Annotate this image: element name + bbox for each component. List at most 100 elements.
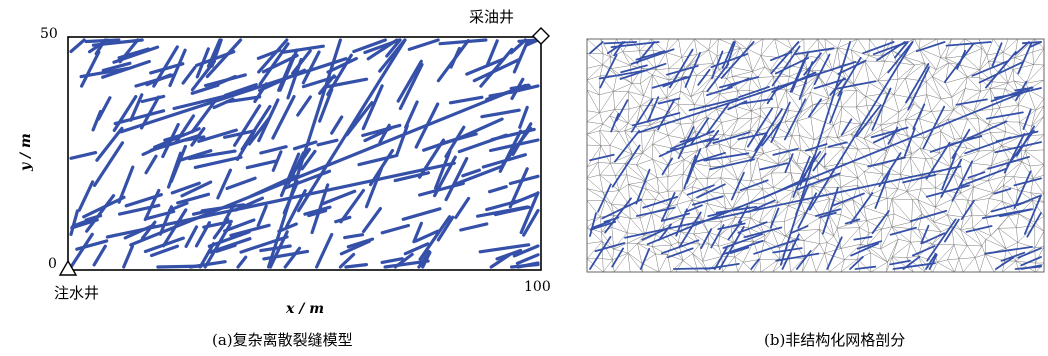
- mesh-edge: [689, 54, 698, 66]
- mesh-edge: [609, 109, 615, 117]
- fracture-segment: [624, 165, 962, 239]
- mesh-edge: [1021, 161, 1034, 179]
- fracture-segment: [150, 244, 179, 258]
- fracture-segment: [1013, 177, 1042, 187]
- mesh-edge: [954, 137, 962, 140]
- mesh-edge: [746, 189, 750, 204]
- mesh-edge: [757, 158, 779, 165]
- mesh-edge: [857, 148, 873, 167]
- mesh-edge: [840, 202, 844, 215]
- mesh-edge: [730, 156, 751, 163]
- mesh-edge: [677, 241, 684, 261]
- mesh-edge: [803, 229, 820, 241]
- fracture-segment: [743, 226, 783, 239]
- mesh-edge: [622, 51, 643, 69]
- fracture-segment: [92, 141, 125, 187]
- fracture-segment: [951, 160, 974, 202]
- fracture-segment: [993, 187, 1012, 195]
- mesh-edge: [825, 102, 843, 108]
- mesh-edge: [840, 259, 845, 273]
- mesh-edge: [940, 57, 946, 59]
- mesh-edge: [655, 253, 660, 273]
- mesh-edge: [613, 242, 628, 250]
- mesh-edge: [904, 56, 925, 64]
- fracture-segment: [925, 184, 970, 198]
- mesh-edge: [967, 69, 980, 78]
- mesh-edge: [668, 57, 682, 69]
- mesh-edge: [901, 153, 912, 158]
- mesh-edge: [627, 91, 641, 107]
- mesh-edge: [887, 256, 893, 263]
- fracture-segment: [738, 86, 770, 99]
- mesh-edge: [702, 220, 709, 233]
- mesh-edge: [616, 75, 633, 84]
- mesh-edge: [665, 52, 682, 58]
- fracture-segment: [326, 56, 358, 74]
- mesh-edge: [940, 131, 950, 146]
- fracture-segment: [301, 50, 321, 85]
- mesh-edge: [980, 88, 991, 92]
- mesh-edge: [759, 107, 761, 117]
- mesh-edge: [757, 153, 765, 159]
- mesh-edge: [924, 131, 941, 139]
- mesh-edge: [788, 135, 793, 152]
- mesh-edge: [655, 234, 672, 246]
- mesh-edge: [880, 228, 883, 250]
- mesh-edge: [694, 130, 699, 151]
- mesh-edge: [824, 38, 838, 49]
- fracture-segment: [619, 62, 667, 80]
- mesh-edge: [764, 240, 780, 260]
- mesh-edge: [998, 215, 1009, 229]
- mesh-edge: [881, 38, 887, 57]
- fracture-segment: [383, 259, 430, 269]
- mesh-edge: [979, 135, 995, 151]
- mesh-edge: [721, 216, 736, 223]
- mesh-edge: [863, 165, 873, 172]
- fracture-segment: [417, 249, 431, 269]
- mesh-edge: [599, 174, 616, 176]
- mesh-edge: [979, 48, 983, 71]
- fracture-segment: [258, 42, 290, 86]
- fracture-segment: [343, 233, 365, 240]
- mesh-edge: [891, 213, 895, 228]
- mesh-edge: [610, 38, 617, 57]
- fracture-segment: [511, 122, 533, 156]
- mesh-edge: [771, 137, 789, 152]
- mesh-edge: [789, 157, 806, 175]
- mesh-edge: [707, 203, 726, 209]
- mesh-edge: [624, 130, 643, 154]
- fracture-segment: [478, 243, 531, 254]
- mesh-edge: [613, 252, 629, 273]
- fracture-segment: [692, 195, 724, 206]
- mesh-edge: [602, 258, 613, 261]
- mesh-edge: [960, 118, 968, 139]
- mesh-edge: [934, 198, 954, 208]
- fracture-segment: [346, 237, 375, 249]
- mesh-edge: [891, 221, 912, 228]
- mesh-edge: [932, 76, 953, 98]
- mesh-edge: [926, 94, 942, 100]
- mesh-edge: [1018, 95, 1021, 106]
- mesh-edge: [641, 68, 653, 76]
- mesh-edge: [707, 177, 721, 179]
- fracture-segment: [599, 53, 618, 89]
- fracture-segment: [986, 111, 1024, 120]
- mesh-edge: [863, 207, 867, 221]
- mesh-edge: [837, 133, 852, 138]
- mesh-edge: [810, 116, 834, 126]
- mesh-edge: [777, 89, 787, 108]
- mesh-edge: [705, 93, 720, 106]
- mesh-edge: [760, 178, 774, 188]
- fracture-segment: [296, 95, 312, 117]
- mesh-edge: [656, 176, 669, 178]
- mesh-edge: [586, 89, 600, 113]
- mesh-edge: [796, 104, 813, 122]
- mesh-edge: [851, 38, 858, 51]
- mesh-edge: [613, 232, 628, 250]
- fracture-segment: [967, 171, 986, 179]
- mesh-edge: [1013, 80, 1027, 84]
- mesh-edge: [935, 187, 946, 192]
- mesh-edge: [877, 80, 895, 95]
- mesh-edge: [1035, 98, 1045, 111]
- mesh-edge: [682, 260, 699, 273]
